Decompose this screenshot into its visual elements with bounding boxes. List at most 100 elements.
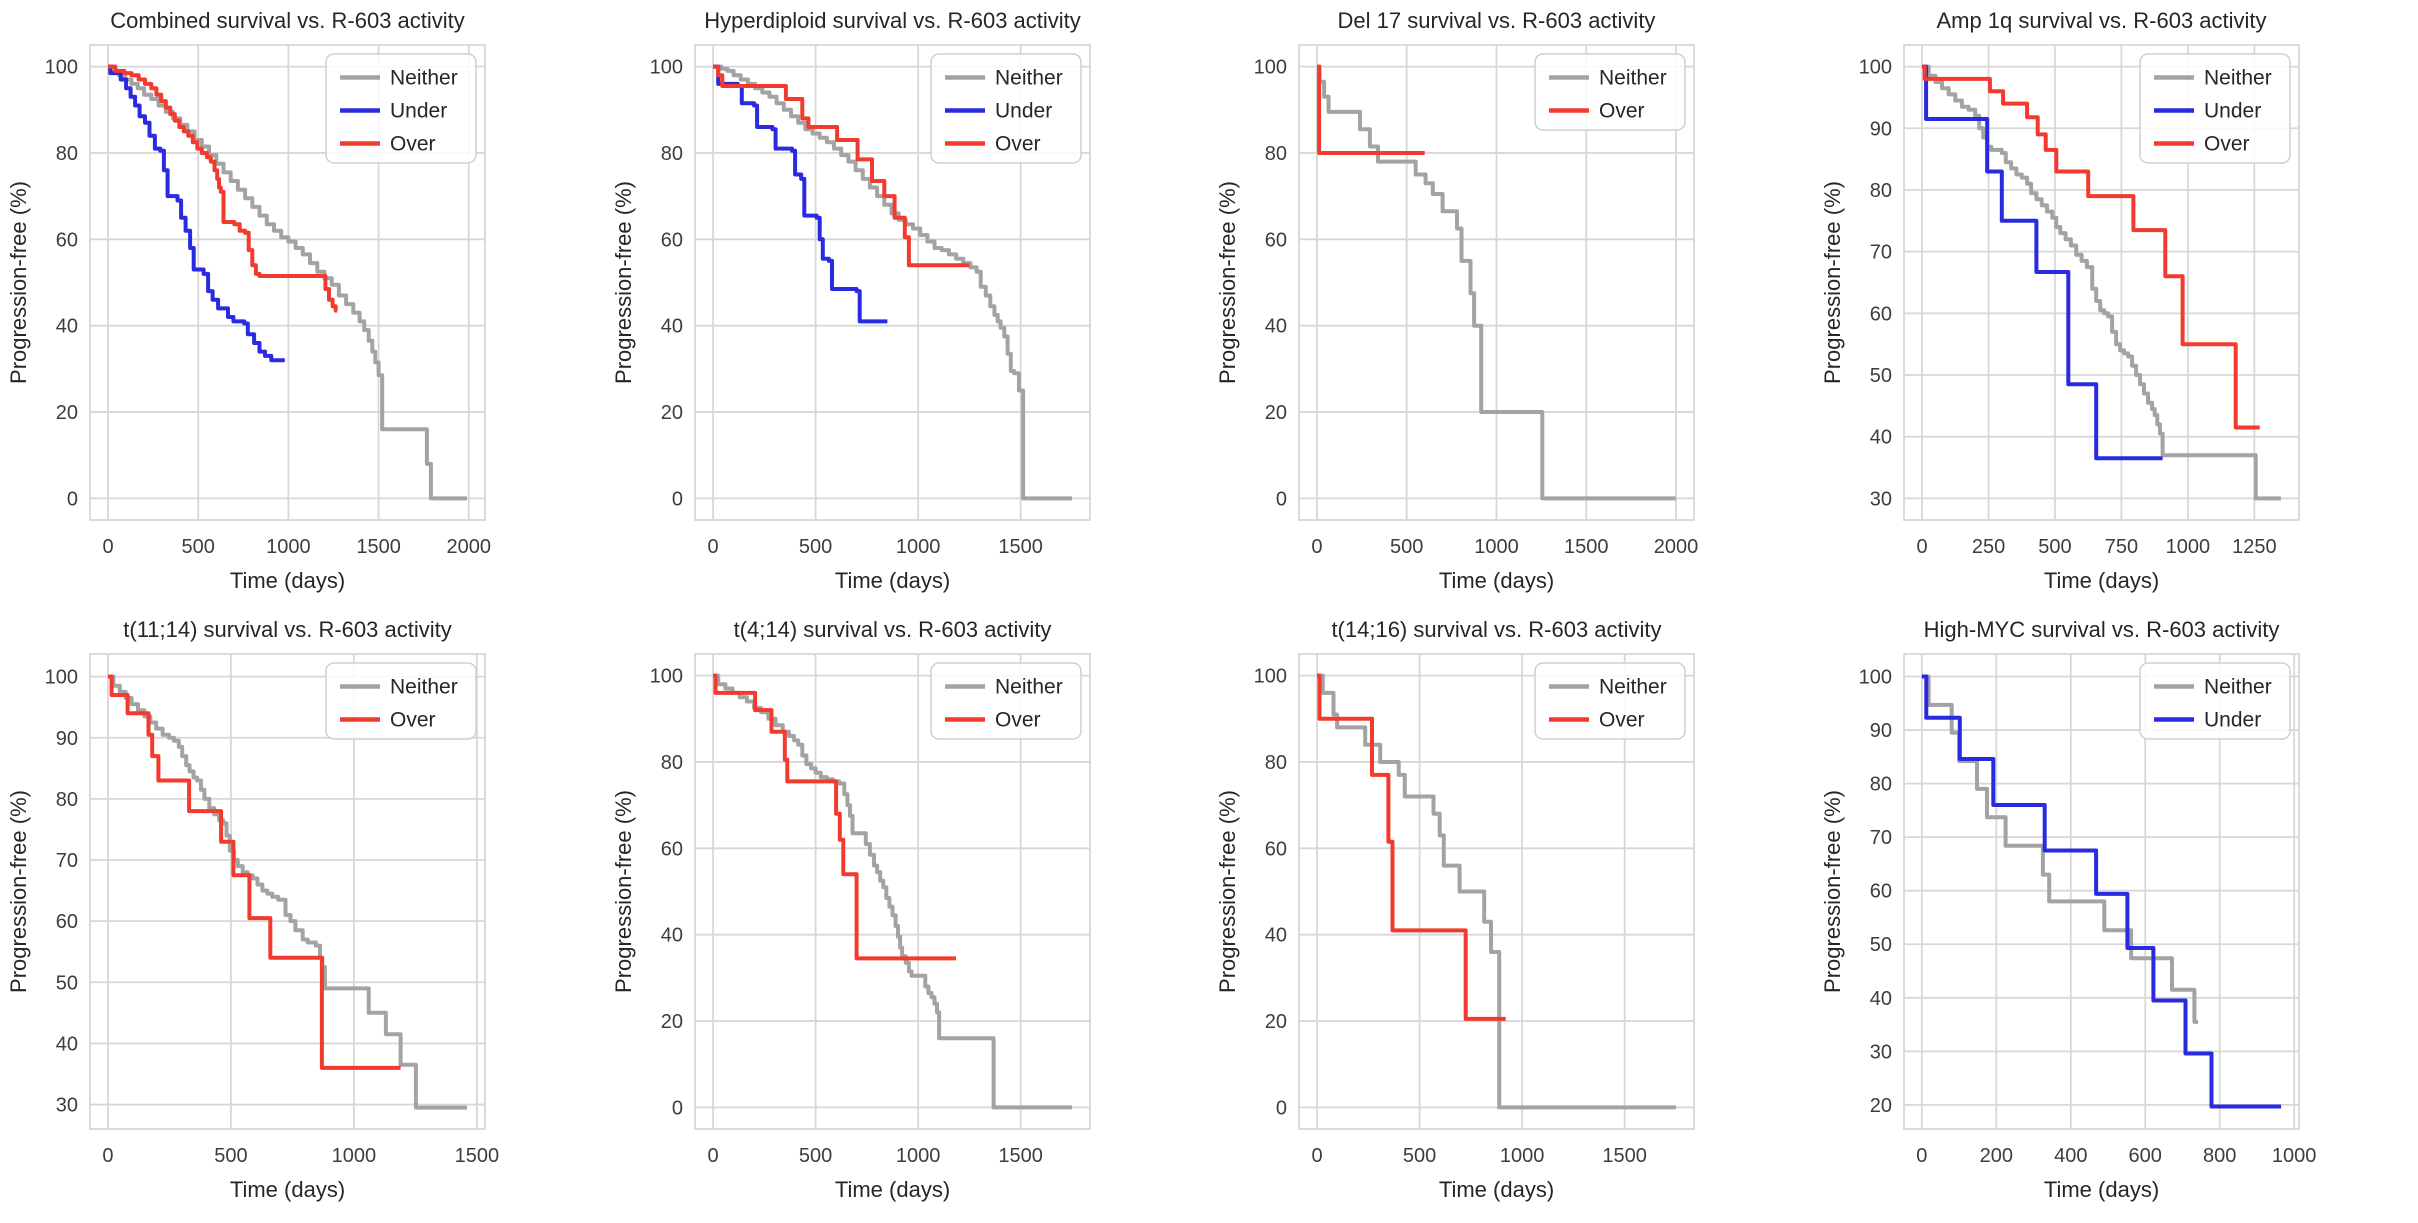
y-tick-label: 70	[1869, 242, 1891, 264]
x-tick-label: 250	[1971, 536, 2004, 558]
y-tick-label: 50	[1869, 934, 1891, 956]
legend-label-under: Under	[2204, 100, 2261, 123]
y-axis-label: Progression-free (%)	[1820, 790, 1845, 993]
y-axis-label: Progression-free (%)	[611, 181, 636, 384]
x-tick-label: 500	[798, 1145, 831, 1167]
y-tick-label: 100	[1254, 57, 1287, 79]
legend-label-neither: Neither	[2204, 676, 2272, 699]
legend-label-under: Under	[995, 100, 1052, 123]
y-tick-label: 100	[649, 57, 682, 79]
x-tick-label: 1500	[1602, 1145, 1647, 1167]
plot-title: Hyperdiploid survival vs. R-603 activity	[704, 8, 1081, 33]
y-tick-label: 40	[660, 925, 682, 947]
y-tick-label: 100	[1858, 57, 1891, 79]
x-tick-label: 200	[1979, 1145, 2012, 1167]
y-tick-label: 100	[649, 666, 682, 688]
legend-label-neither: Neither	[2204, 67, 2272, 90]
plot-title: Combined survival vs. R-603 activity	[110, 8, 465, 33]
y-tick-label: 20	[56, 402, 78, 424]
y-tick-label: 70	[1869, 827, 1891, 849]
x-tick-label: 1000	[332, 1145, 377, 1167]
y-tick-label: 20	[1265, 402, 1287, 424]
y-tick-label: 40	[1869, 988, 1891, 1010]
x-tick-label: 0	[1916, 536, 1927, 558]
y-tick-label: 80	[56, 789, 78, 811]
x-tick-label: 1000	[895, 1145, 940, 1167]
x-tick-label: 500	[2038, 536, 2071, 558]
y-tick-label: 80	[56, 143, 78, 165]
x-tick-label: 500	[182, 536, 215, 558]
y-tick-label: 60	[1869, 881, 1891, 903]
x-tick-label: 1000	[1500, 1145, 1545, 1167]
legend-label-over: Over	[2204, 133, 2250, 156]
x-tick-label: 0	[1311, 536, 1322, 558]
y-tick-label: 80	[1869, 180, 1891, 202]
legend-label-over: Over	[995, 133, 1041, 156]
x-tick-label: 1000	[895, 536, 940, 558]
plot-title: t(14;16) survival vs. R-603 activity	[1331, 617, 1661, 642]
plot-title: Amp 1q survival vs. R-603 activity	[1936, 8, 2266, 33]
legend-label-under: Under	[2204, 709, 2261, 732]
y-tick-label: 50	[56, 972, 78, 994]
x-tick-label: 1000	[2271, 1145, 2316, 1167]
legend-label-over: Over	[1599, 709, 1645, 732]
y-tick-label: 80	[660, 752, 682, 774]
legend: Neither Under	[2140, 663, 2290, 739]
y-tick-label: 40	[56, 1033, 78, 1055]
y-tick-label: 40	[1265, 925, 1287, 947]
x-tick-label: 1500	[998, 1145, 1043, 1167]
y-tick-label: 0	[1276, 488, 1287, 510]
x-tick-label: 750	[2104, 536, 2137, 558]
y-tick-label: 20	[660, 1011, 682, 1033]
x-tick-label: 0	[1916, 1145, 1927, 1167]
y-tick-label: 0	[67, 488, 78, 510]
y-tick-label: 100	[45, 667, 78, 689]
x-tick-label: 2000	[447, 536, 492, 558]
y-tick-label: 30	[1869, 1041, 1891, 1063]
y-tick-label: 20	[660, 402, 682, 424]
legend-label-neither: Neither	[1599, 676, 1667, 699]
x-tick-label: 1000	[1474, 536, 1519, 558]
y-tick-label: 30	[1869, 488, 1891, 510]
x-tick-label: 400	[2054, 1145, 2087, 1167]
y-tick-label: 20	[1869, 1095, 1891, 1117]
x-tick-label: 1000	[266, 536, 311, 558]
x-tick-label: 1500	[998, 536, 1043, 558]
x-tick-label: 1500	[1564, 536, 1609, 558]
legend-label-neither: Neither	[1599, 67, 1667, 90]
x-tick-label: 500	[1390, 536, 1423, 558]
y-tick-label: 40	[1265, 316, 1287, 338]
x-tick-label: 1000	[2165, 536, 2210, 558]
y-tick-label: 60	[660, 838, 682, 860]
y-axis-label: Progression-free (%)	[1820, 181, 1845, 384]
legend-label-over: Over	[390, 133, 436, 156]
y-tick-label: 60	[56, 229, 78, 251]
x-axis-label: Time (days)	[1439, 1177, 1554, 1202]
y-axis-label: Progression-free (%)	[611, 790, 636, 993]
x-axis-label: Time (days)	[2043, 1177, 2158, 1202]
x-tick-label: 500	[1403, 1145, 1436, 1167]
y-tick-label: 40	[56, 316, 78, 338]
y-tick-label: 0	[671, 1097, 682, 1119]
x-tick-label: 0	[1311, 1145, 1322, 1167]
y-tick-label: 60	[1265, 838, 1287, 860]
y-tick-label: 20	[1265, 1011, 1287, 1033]
x-tick-label: 0	[102, 536, 113, 558]
x-tick-label: 500	[798, 536, 831, 558]
y-tick-label: 100	[1254, 666, 1287, 688]
y-axis-label: Progression-free (%)	[1215, 181, 1240, 384]
